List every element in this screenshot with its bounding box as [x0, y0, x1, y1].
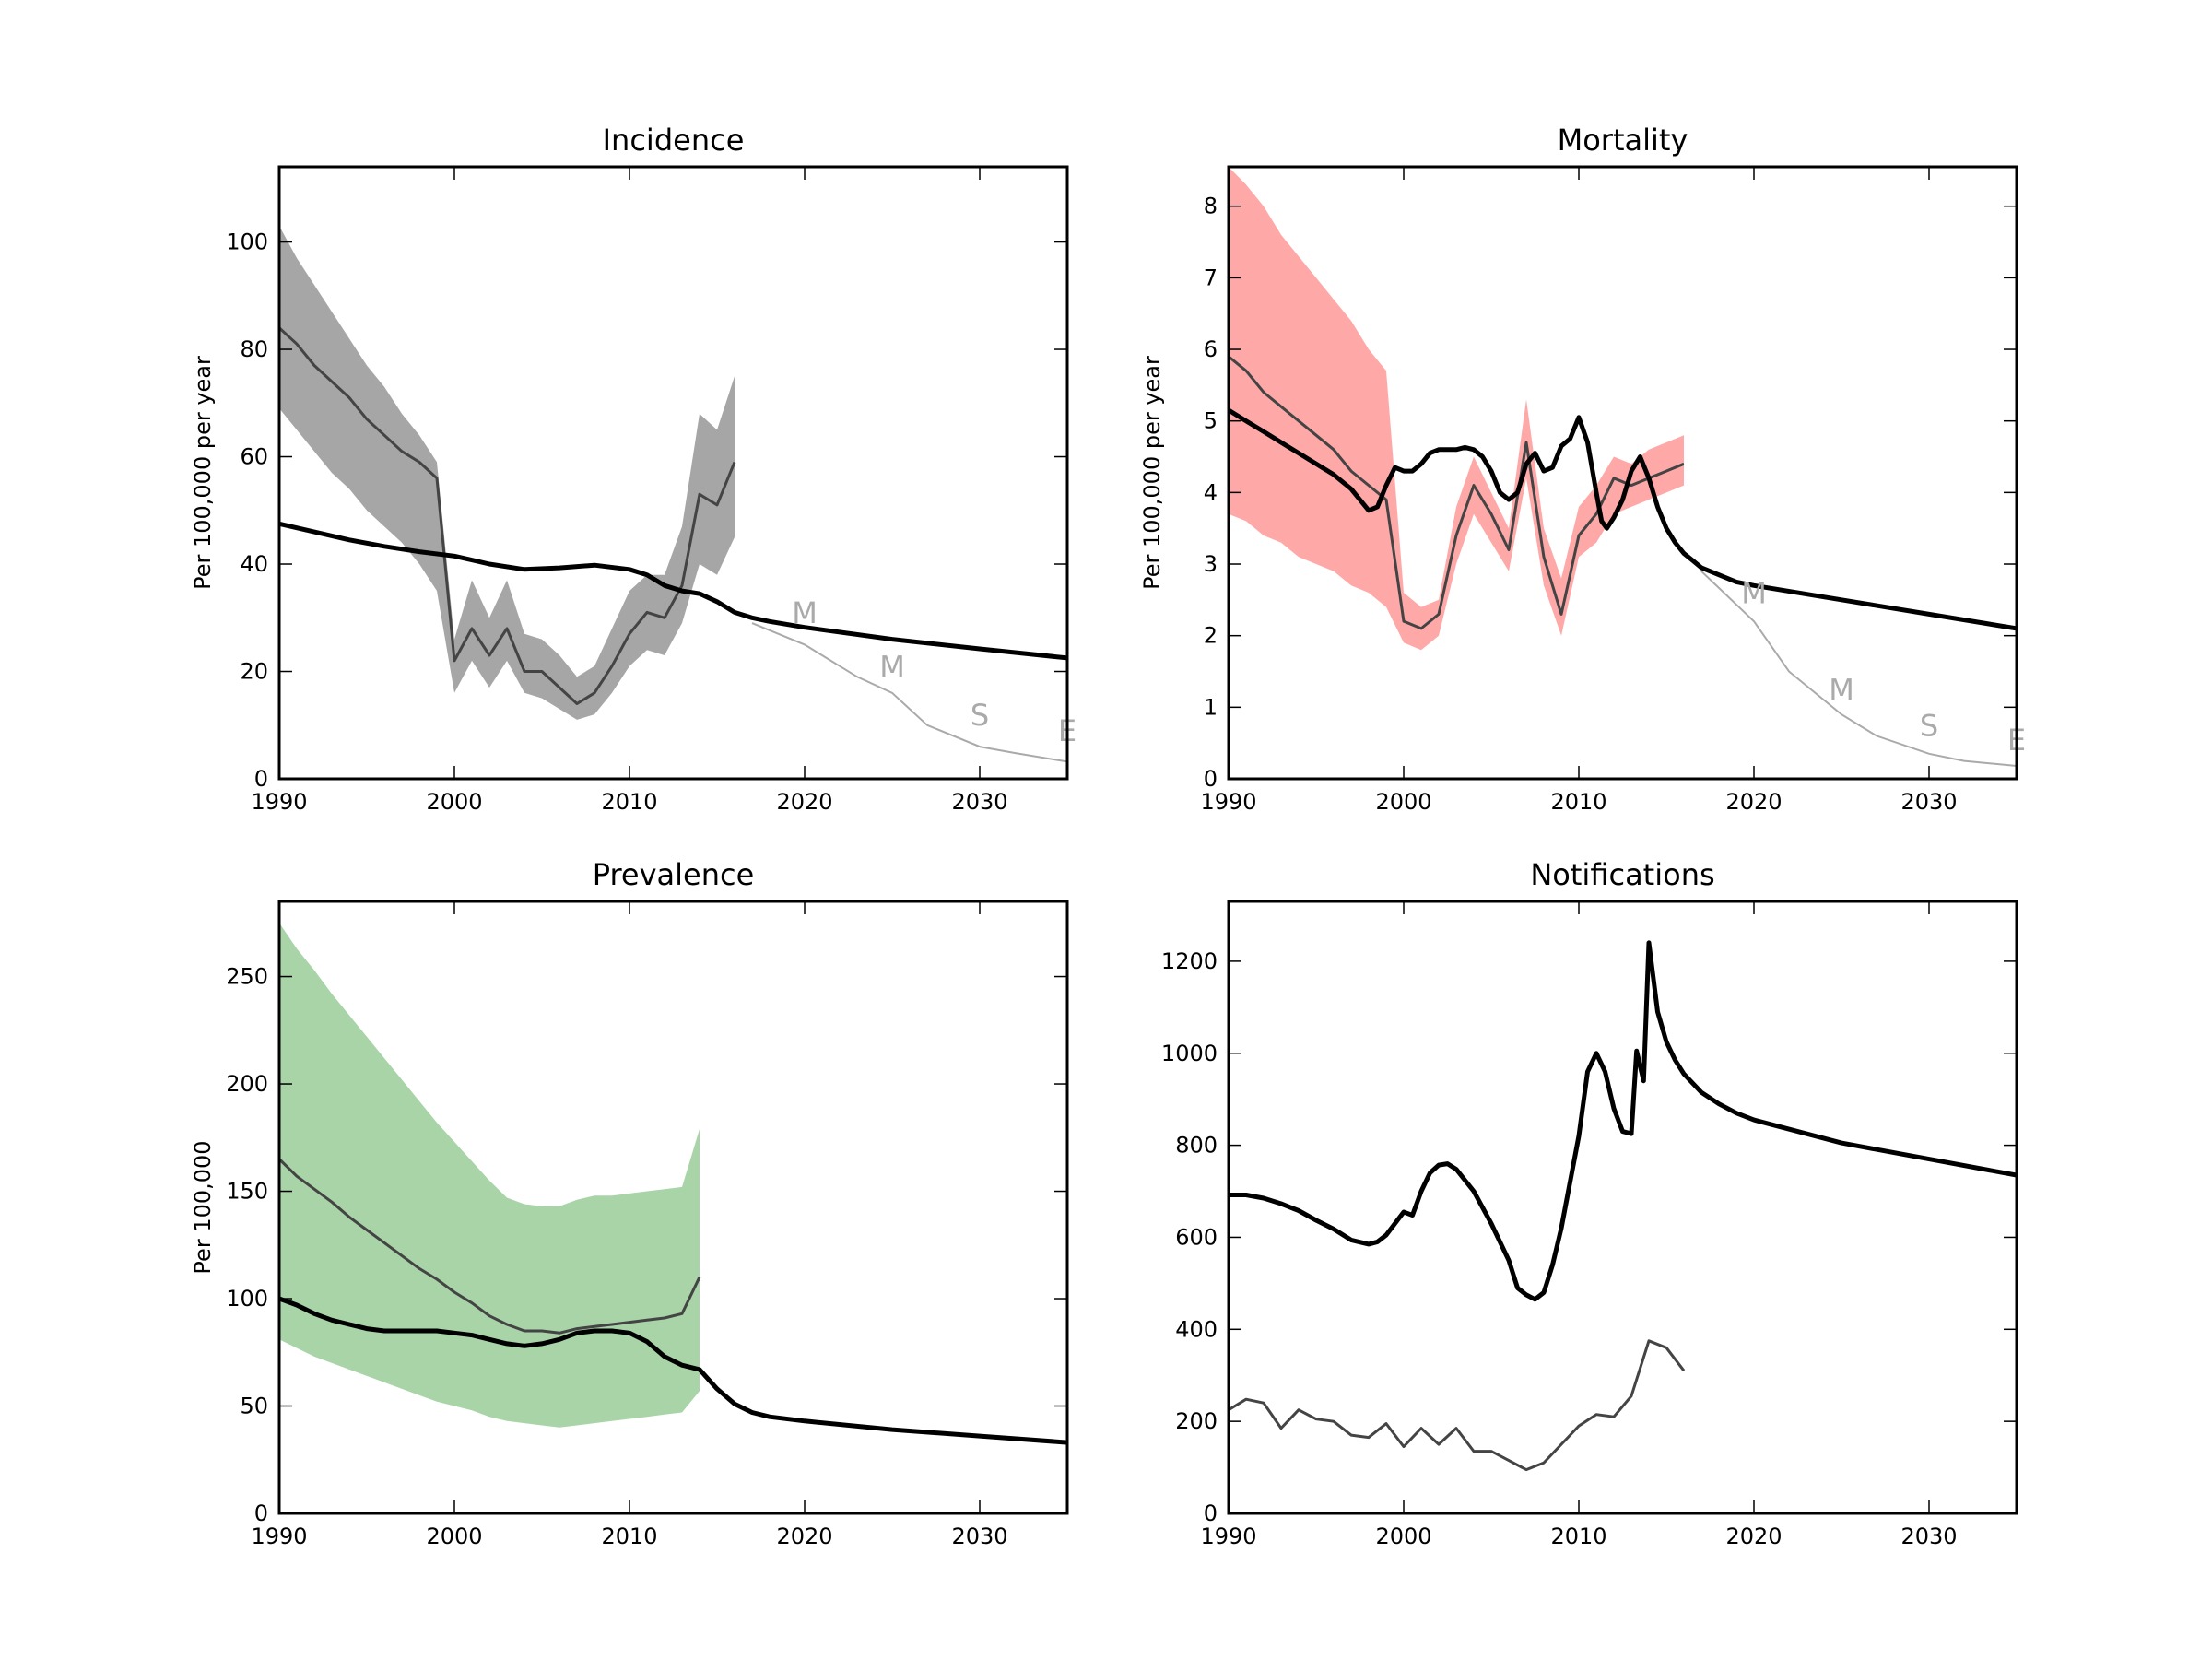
axes-frame [1227, 165, 2018, 781]
x-tick-label: 2010 [601, 1524, 657, 1549]
y-tick-label: 3 [1204, 551, 1218, 577]
reported-line [279, 326, 736, 705]
x-tick-label: 2000 [426, 789, 482, 815]
plot-area [1229, 940, 2017, 1472]
y-tick-label: 50 [240, 1394, 268, 1419]
y-tick-label: 7 [1204, 265, 1218, 290]
model-line [1229, 407, 2017, 631]
chart-title: Mortality [1558, 123, 1688, 158]
target-label: M [879, 649, 905, 684]
y-tick-label: 40 [240, 551, 268, 577]
y-tick-label: 4 [1204, 479, 1218, 505]
axes-frame [277, 165, 1069, 781]
plot-area [279, 226, 1067, 763]
model-line [1229, 940, 2017, 1302]
y-tick-label: 1200 [1161, 948, 1218, 974]
y-tick-label: 200 [226, 1071, 268, 1097]
reported-line [1229, 1339, 1686, 1472]
y-tick-label: 1 [1204, 694, 1218, 720]
reported-line [1229, 355, 1685, 630]
chart-title: Prevalence [593, 857, 755, 892]
y-tick-label: 0 [254, 1500, 268, 1526]
y-tick-label: 800 [1175, 1133, 1218, 1159]
y-tick-label: 2 [1204, 623, 1218, 649]
y-tick-label: 100 [226, 229, 268, 255]
y-tick-label: 400 [1175, 1316, 1218, 1342]
y-tick-label: 20 [240, 659, 268, 685]
target-label: S [1920, 708, 1938, 743]
x-tick-label: 2010 [1550, 789, 1606, 815]
y-tick-label: 0 [1204, 766, 1218, 792]
chart-notifications: 1990 2000 2010 2020 2030 0 200 400 600 800 1000 120… [1161, 857, 2018, 1549]
y-tick-label: 1000 [1161, 1041, 1218, 1066]
x-tick-label: 1990 [251, 1524, 307, 1549]
model-line [279, 1296, 1067, 1445]
y-tick-label: 0 [254, 766, 268, 792]
x-tick-label: 2020 [776, 789, 832, 815]
target-line [1700, 571, 2017, 767]
x-tick-label: 1990 [1200, 1524, 1256, 1549]
y-tick-label: 250 [226, 964, 268, 990]
chart-title: Notifications [1530, 857, 1714, 892]
x-tick-label: 2030 [951, 1524, 1007, 1549]
plot-area [279, 923, 1067, 1445]
reported-line [279, 1158, 701, 1335]
y-axis-label: Per 100,000 per year [190, 356, 216, 590]
axes-frame [277, 900, 1069, 1515]
x-tick-label: 2010 [601, 789, 657, 815]
y-tick-label: 60 [240, 444, 268, 470]
y-tick-label: 5 [1204, 408, 1218, 434]
model-line [279, 521, 1067, 661]
target-label: S [971, 698, 989, 733]
y-tick-label: 150 [226, 1179, 268, 1205]
y-axis-label: Per 100,000 [190, 1140, 216, 1274]
axes-frame [1227, 900, 2018, 1515]
target-label: M [792, 595, 818, 630]
y-tick-label: 100 [226, 1286, 268, 1312]
plot-area [1229, 167, 2017, 767]
uncertainty-band [279, 226, 735, 720]
uncertainty-band [1229, 167, 1684, 651]
target-line [751, 622, 1067, 763]
x-tick-label: 2010 [1550, 1524, 1606, 1549]
x-tick-label: 2020 [1725, 789, 1782, 815]
x-tick-label: 2030 [1900, 789, 1957, 815]
x-tick-label: 2020 [1725, 1524, 1782, 1549]
x-tick-label: 2030 [1900, 1524, 1957, 1549]
y-tick-label: 6 [1204, 336, 1218, 362]
target-label: M [1829, 673, 1854, 708]
x-tick-label: 2000 [1375, 789, 1431, 815]
x-tick-label: 1990 [1200, 789, 1256, 815]
y-tick-label: 600 [1175, 1224, 1218, 1250]
y-tick-label: 200 [1175, 1408, 1218, 1434]
target-label: M [1741, 576, 1767, 611]
x-tick-label: 2020 [776, 1524, 832, 1549]
x-tick-label: 2000 [1375, 1524, 1431, 1549]
x-tick-label: 2030 [951, 789, 1007, 815]
chart-prevalence: 1990 2000 2010 2020 2030 0 50 100 150 200 250 Preva… [190, 857, 1069, 1549]
uncertainty-band [279, 923, 700, 1428]
y-axis-label: Per 100,000 per year [1139, 356, 1165, 590]
x-tick-label: 2000 [426, 1524, 482, 1549]
x-tick-label: 1990 [251, 789, 307, 815]
y-tick-label: 0 [1204, 1500, 1218, 1526]
chart-title: Incidence [603, 123, 745, 158]
y-tick-label: 8 [1204, 194, 1218, 219]
y-tick-label: 80 [240, 336, 268, 362]
